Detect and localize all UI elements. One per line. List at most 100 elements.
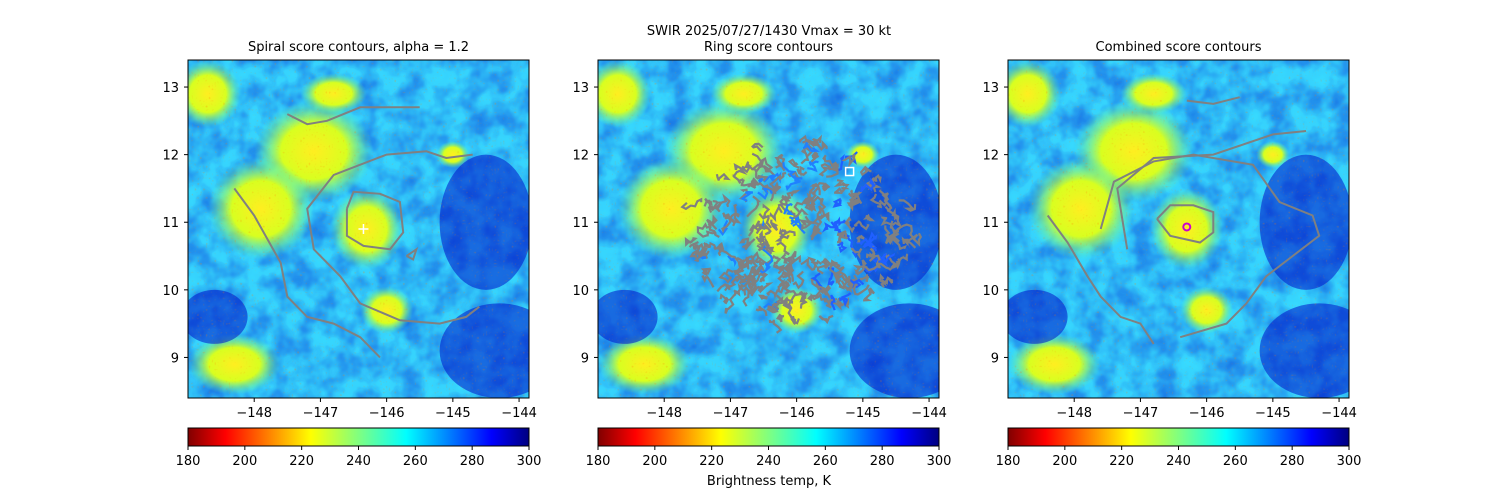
- score-contours: [1046, 96, 1321, 345]
- colorbar-tick-label: 220: [699, 454, 724, 469]
- ring-contour: [684, 237, 698, 247]
- ring-contour: [747, 220, 761, 237]
- ring-contour: [787, 158, 800, 169]
- ring-contour: [807, 290, 821, 302]
- ring-contour: [774, 264, 786, 272]
- ring-contour: [810, 138, 818, 148]
- colorbar-tick-label: 240: [756, 454, 781, 469]
- ring-contour: [740, 177, 759, 187]
- ring-contour: [755, 305, 768, 317]
- ring-contour: [770, 219, 779, 232]
- ring-contour: [898, 199, 917, 212]
- figure-title: SWIR 2025/07/27/1430 Vmax = 30 kt: [647, 24, 891, 39]
- ring-contour: [741, 241, 752, 251]
- ring-contour: [880, 216, 892, 227]
- x-tick-label: −145: [435, 406, 471, 421]
- y-tick-label: 9: [991, 351, 999, 366]
- ring-contour: [852, 283, 870, 296]
- ring-contour: [768, 319, 783, 334]
- ring-contour: [884, 206, 903, 229]
- ring-contour: [783, 202, 795, 216]
- y-tick-label: 13: [162, 81, 179, 96]
- ring-contour: [880, 276, 894, 288]
- ring-contour: [741, 161, 756, 174]
- ring-contour: [816, 260, 828, 275]
- colorbar-tick-label: 240: [1166, 454, 1191, 469]
- ring-contour: [708, 200, 721, 213]
- panel-title: Combined score contours: [1096, 40, 1262, 55]
- panel-3: Combined score contours −148 −147 −146 −145 −…: [982, 40, 1361, 469]
- ring-contour: [751, 250, 776, 265]
- panels: Spiral score contours, alpha = 1.2 −148 −1…: [162, 40, 1361, 469]
- ring-contour: [837, 230, 848, 239]
- colorbar-tick-label: 280: [1280, 454, 1305, 469]
- colorbar: 180 200 220 240 260 280 300: [176, 427, 541, 469]
- ring-contour: [864, 262, 881, 272]
- ring-contour: [755, 235, 769, 245]
- ring-contour: [778, 278, 790, 295]
- ring-contour: [742, 288, 755, 307]
- ring-contour: [834, 186, 850, 195]
- y-tick-label: 10: [982, 284, 999, 299]
- ring-contour: [900, 236, 917, 249]
- ring-contour: [870, 252, 888, 263]
- ring-contour: [754, 160, 765, 174]
- ring-contour: [788, 314, 801, 326]
- ring-contour: [769, 205, 783, 223]
- ring-contour: [836, 154, 845, 172]
- ring-contour: [753, 257, 765, 266]
- y-tick-label: 13: [572, 81, 589, 96]
- colorbar-tick-label: 260: [813, 454, 838, 469]
- score-contours: [680, 134, 923, 334]
- ring-contour: [816, 292, 832, 307]
- x-tick-label: −145: [1255, 406, 1291, 421]
- ring-contour: [746, 195, 762, 218]
- ring-contour: [747, 265, 758, 285]
- score-contours: [233, 106, 480, 359]
- ring-contour: [787, 250, 801, 263]
- ring-contour: [715, 172, 731, 181]
- ring-contour: [732, 169, 744, 184]
- y-tick-label: 11: [982, 216, 999, 231]
- ring-contour: [827, 294, 836, 311]
- ring-contour: [762, 203, 771, 218]
- ring-contour: [859, 165, 872, 177]
- ring-contour: [821, 221, 839, 233]
- ring-contour: [826, 166, 839, 178]
- ring-contour: [884, 234, 896, 245]
- colorbar-tick-label: 280: [870, 454, 895, 469]
- ring-contour: [841, 153, 856, 168]
- ring-contour: [737, 274, 747, 285]
- ring-contour: [763, 237, 776, 252]
- ring-contour: [863, 287, 875, 302]
- ring-contour: [706, 218, 715, 233]
- y-tick-label: 9: [171, 351, 179, 366]
- ring-contour: [829, 268, 852, 286]
- ring-contour: [756, 243, 765, 252]
- ring-contour: [816, 139, 828, 151]
- ring-contour: [740, 190, 753, 202]
- ring-contour: [688, 242, 699, 251]
- ring-contour: [751, 142, 764, 152]
- ring-contour: [867, 231, 877, 252]
- ring-contour: [837, 234, 845, 246]
- y-tick-label: 12: [982, 149, 999, 164]
- center-marker-circle: [1182, 222, 1192, 232]
- colorbar-tick-label: 200: [232, 454, 257, 469]
- ring-contour: [853, 220, 870, 231]
- ring-contour: [778, 227, 790, 240]
- ring-contour: [751, 152, 774, 173]
- ring-contour: [819, 211, 830, 223]
- ring-contour: [680, 197, 703, 211]
- y-tick-label: 10: [162, 284, 179, 299]
- colorbar: 180 200 220 240 260 280 300: [586, 427, 951, 469]
- ring-contour: [859, 274, 870, 282]
- panel-title: Ring score contours: [704, 40, 833, 55]
- x-tick-label: −146: [779, 406, 815, 421]
- ring-contour: [757, 294, 769, 300]
- ring-contour: [807, 256, 822, 268]
- ring-contour: [775, 294, 791, 310]
- colorbar-gradient: [187, 427, 530, 447]
- ring-contour: [796, 165, 808, 178]
- ring-contour: [752, 181, 769, 193]
